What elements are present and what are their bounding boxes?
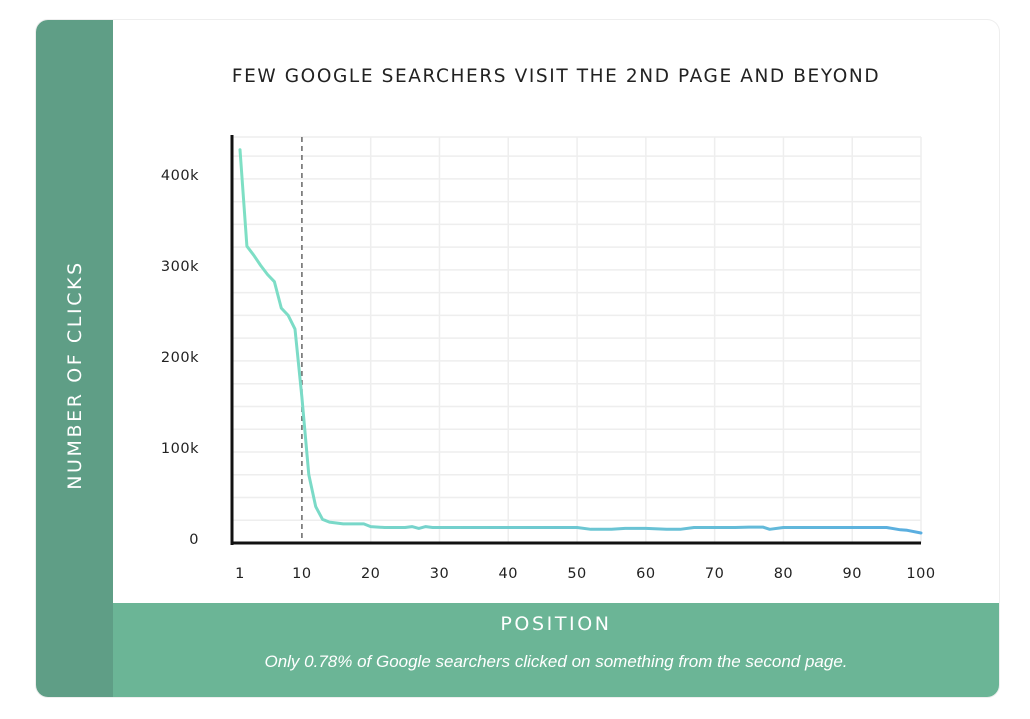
x-tick-label: 20 — [360, 566, 381, 582]
x-tick-label: 60 — [636, 566, 656, 582]
chart-title: FEW GOOGLE SEARCHERS VISIT THE 2ND PAGE … — [231, 66, 881, 87]
chart-card: NUMBER OF CLICKS FEW GOOGLE SEARCHERS VI… — [36, 20, 999, 697]
line-chart-plot — [230, 135, 923, 545]
x-tick-label: 100 — [906, 566, 936, 582]
x-tick-label: 1 — [235, 566, 245, 582]
x-tick-label: 40 — [498, 566, 518, 582]
x-axis-banner: POSITION Only 0.78% of Google searchers … — [113, 603, 999, 697]
y-tick-label: 200k — [160, 349, 199, 366]
x-tick-label: 70 — [704, 566, 725, 582]
y-tick-label: 300k — [160, 258, 199, 275]
x-tick-label: 90 — [842, 566, 862, 582]
x-tick-label: 30 — [429, 566, 450, 582]
y-tick-label: 100k — [160, 440, 199, 457]
x-tick-label: 50 — [567, 566, 587, 582]
x-tick-label: 10 — [292, 566, 312, 582]
y-tick-label: 400k — [160, 167, 199, 184]
x-tick-label: 80 — [773, 566, 794, 582]
y-tick-label: 0 — [189, 532, 199, 548]
x-axis-label: POSITION — [500, 613, 612, 635]
chart-caption: Only 0.78% of Google searchers clicked o… — [264, 652, 848, 671]
y-axis-panel: NUMBER OF CLICKS — [36, 20, 113, 697]
